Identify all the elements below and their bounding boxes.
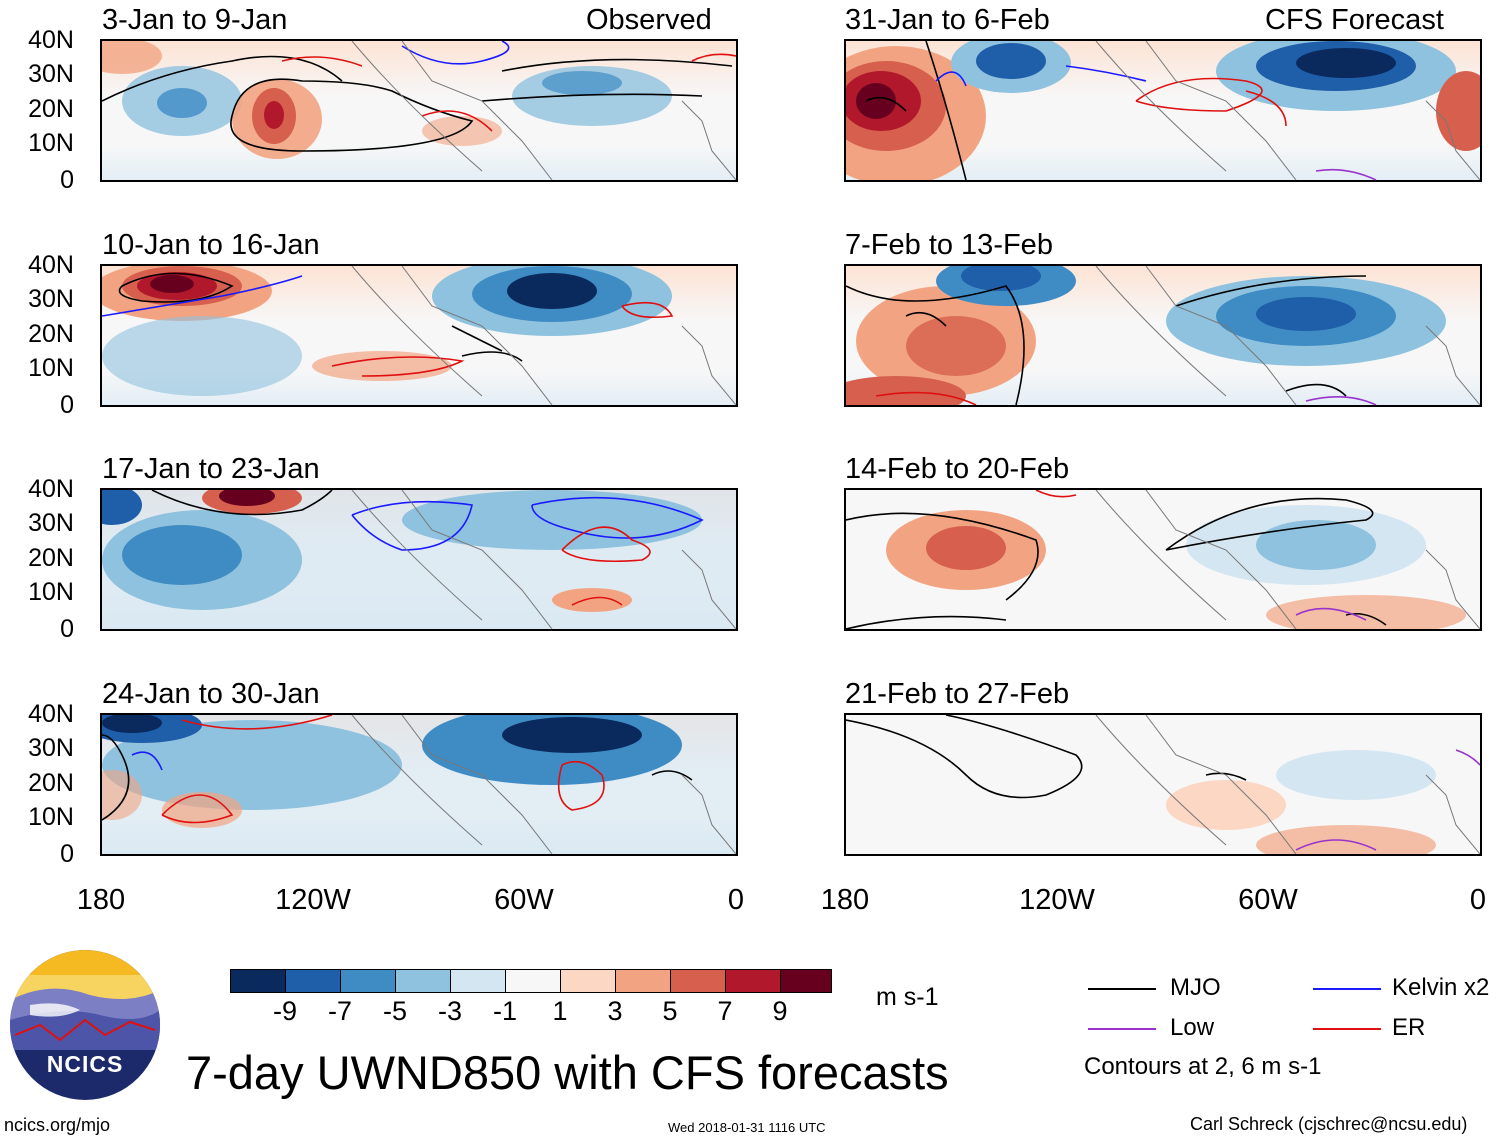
panel-title: 24-Jan to 30-Jan (102, 678, 320, 710)
colorbar-cell (780, 969, 832, 993)
legend-line-mjo (1088, 988, 1156, 990)
map-3jan-9jan (100, 39, 738, 182)
y-tick-label: 0 (60, 391, 74, 419)
legend-label-er: ER (1392, 1014, 1426, 1041)
y-tick-label: 40N (28, 475, 74, 503)
x-tick-label: 60W (1238, 884, 1298, 916)
y-tick-label: 40N (28, 700, 74, 728)
y-tick-label: 20N (28, 320, 74, 348)
y-tick-label: 40N (28, 251, 74, 279)
map-31jan-6feb (844, 39, 1482, 182)
y-tick-label: 30N (28, 734, 74, 762)
footer-url[interactable]: ncics.org/mjo (4, 1115, 111, 1135)
y-tick-label: 40N (28, 26, 74, 54)
colorbar-cell (395, 969, 451, 993)
colorbar-cell (670, 969, 726, 993)
x-tick-label: 120W (275, 884, 351, 916)
x-tick-label: 180 (820, 884, 870, 916)
colorbar-cell (505, 969, 561, 993)
y-tick-label: 20N (28, 95, 74, 123)
panel-title: 7-Feb to 13-Feb (845, 229, 1053, 261)
y-tick-label: 0 (60, 615, 74, 643)
map-17jan-23jan (100, 488, 738, 631)
colorbar-label: 5 (662, 996, 678, 1026)
panel-label: Observed (586, 4, 712, 36)
x-tick-label: 0 (727, 884, 745, 916)
colorbar-units: m s-1 (876, 983, 939, 1011)
map-21feb-27feb (844, 713, 1482, 856)
colorbar-cell (340, 969, 396, 993)
y-tick-label: 0 (60, 166, 74, 194)
colorbar-label: 3 (607, 996, 623, 1026)
map-14feb-20feb (844, 488, 1482, 631)
colorbar-cell (285, 969, 341, 993)
x-tick-label: 120W (1019, 884, 1095, 916)
panel-title: 17-Jan to 23-Jan (102, 453, 320, 485)
y-tick-label: 20N (28, 769, 74, 797)
colorbar-label: 1 (552, 996, 568, 1026)
main-title: 7-day UWND850 with CFS forecasts (186, 1046, 949, 1099)
legend-line-er (1313, 1028, 1381, 1030)
colorbar-cell (230, 969, 286, 993)
colorbar-label: 7 (717, 996, 733, 1026)
footer-credit: Carl Schreck (cjschrec@ncsu.edu) (1190, 1114, 1468, 1134)
logo-text: NCICS (46, 1051, 124, 1077)
y-tick-label: 10N (28, 129, 74, 157)
map-10jan-16jan (100, 264, 738, 407)
panel-title: 31-Jan to 6-Feb (845, 4, 1050, 36)
legend-line-low (1088, 1028, 1156, 1030)
y-tick-label: 10N (28, 803, 74, 831)
legend-label-mjo: MJO (1170, 974, 1221, 1001)
panel-title: 14-Feb to 20-Feb (845, 453, 1070, 485)
y-tick-label: 10N (28, 578, 74, 606)
ncics-logo: NCICS (10, 950, 160, 1100)
colorbar-label: -3 (437, 996, 462, 1026)
colorbar-label: -1 (492, 996, 517, 1026)
colorbar-cell (560, 969, 616, 993)
legend-line-kelvin (1313, 988, 1381, 990)
colorbar-label: -5 (382, 996, 407, 1026)
y-tick-label: 30N (28, 60, 74, 88)
colorbar-label: -9 (272, 996, 297, 1026)
y-tick-label: 30N (28, 509, 74, 537)
colorbar-cell (725, 969, 781, 993)
footer-timestamp: Wed 2018-01-31 1116 UTC (668, 1120, 826, 1135)
legend-label-kelvin: Kelvin x2 (1392, 974, 1490, 1001)
panel-title: 21-Feb to 27-Feb (845, 678, 1070, 710)
y-tick-label: 0 (60, 840, 74, 868)
colorbar-cell (615, 969, 671, 993)
legend-note: Contours at 2, 6 m s-1 (1084, 1053, 1322, 1080)
y-tick-label: 20N (28, 544, 74, 572)
map-7feb-13feb (844, 264, 1482, 407)
x-tick-label: 60W (494, 884, 554, 916)
colorbar-cell (450, 969, 506, 993)
legend-label-low: Low (1170, 1014, 1215, 1041)
colorbar-label: -7 (327, 996, 352, 1026)
x-tick-label: 180 (76, 884, 126, 916)
y-tick-label: 30N (28, 285, 74, 313)
y-tick-label: 10N (28, 354, 74, 382)
logo-graphic (10, 950, 160, 1050)
panel-title: 10-Jan to 16-Jan (102, 229, 320, 261)
map-24jan-30jan (100, 713, 738, 856)
panel-title: 3-Jan to 9-Jan (102, 4, 288, 36)
colorbar-label: 9 (772, 996, 788, 1026)
x-tick-label: 0 (1469, 884, 1487, 916)
panel-label: CFS Forecast (1265, 4, 1444, 36)
